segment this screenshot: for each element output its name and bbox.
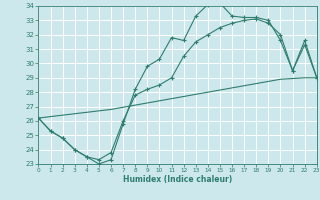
X-axis label: Humidex (Indice chaleur): Humidex (Indice chaleur) <box>123 175 232 184</box>
